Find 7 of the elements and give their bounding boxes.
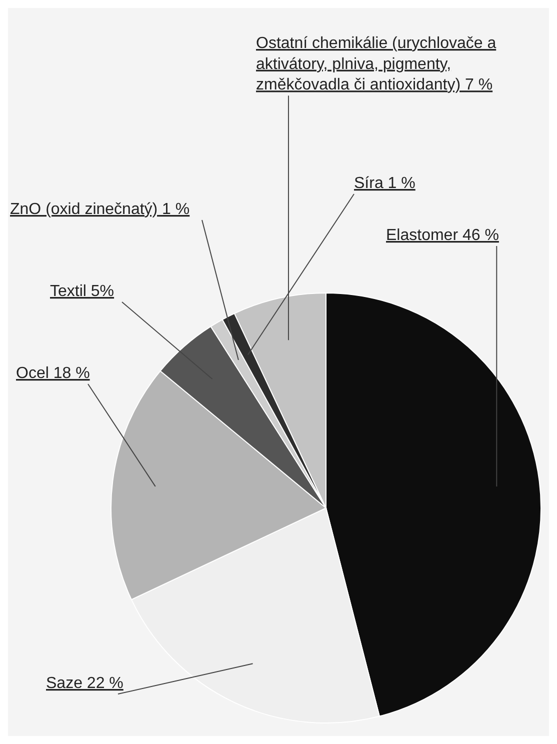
slice-label: Ostatní chemikálie (urychlovače a aktivátory, plniva, pigmenty, změkčovadla či antioxidanty) 7 %	[256, 35, 496, 94]
slice-label: Textil 5%	[50, 283, 114, 300]
slice-label: Ocel 18 %	[16, 365, 90, 382]
slice-label: Elastomer 46 %	[386, 227, 499, 244]
slice-label: Saze 22 %	[46, 675, 124, 692]
slice-label: Síra 1 %	[354, 175, 416, 192]
slice-label: ZnO (oxid zinečnatý) 1 %	[10, 201, 190, 218]
